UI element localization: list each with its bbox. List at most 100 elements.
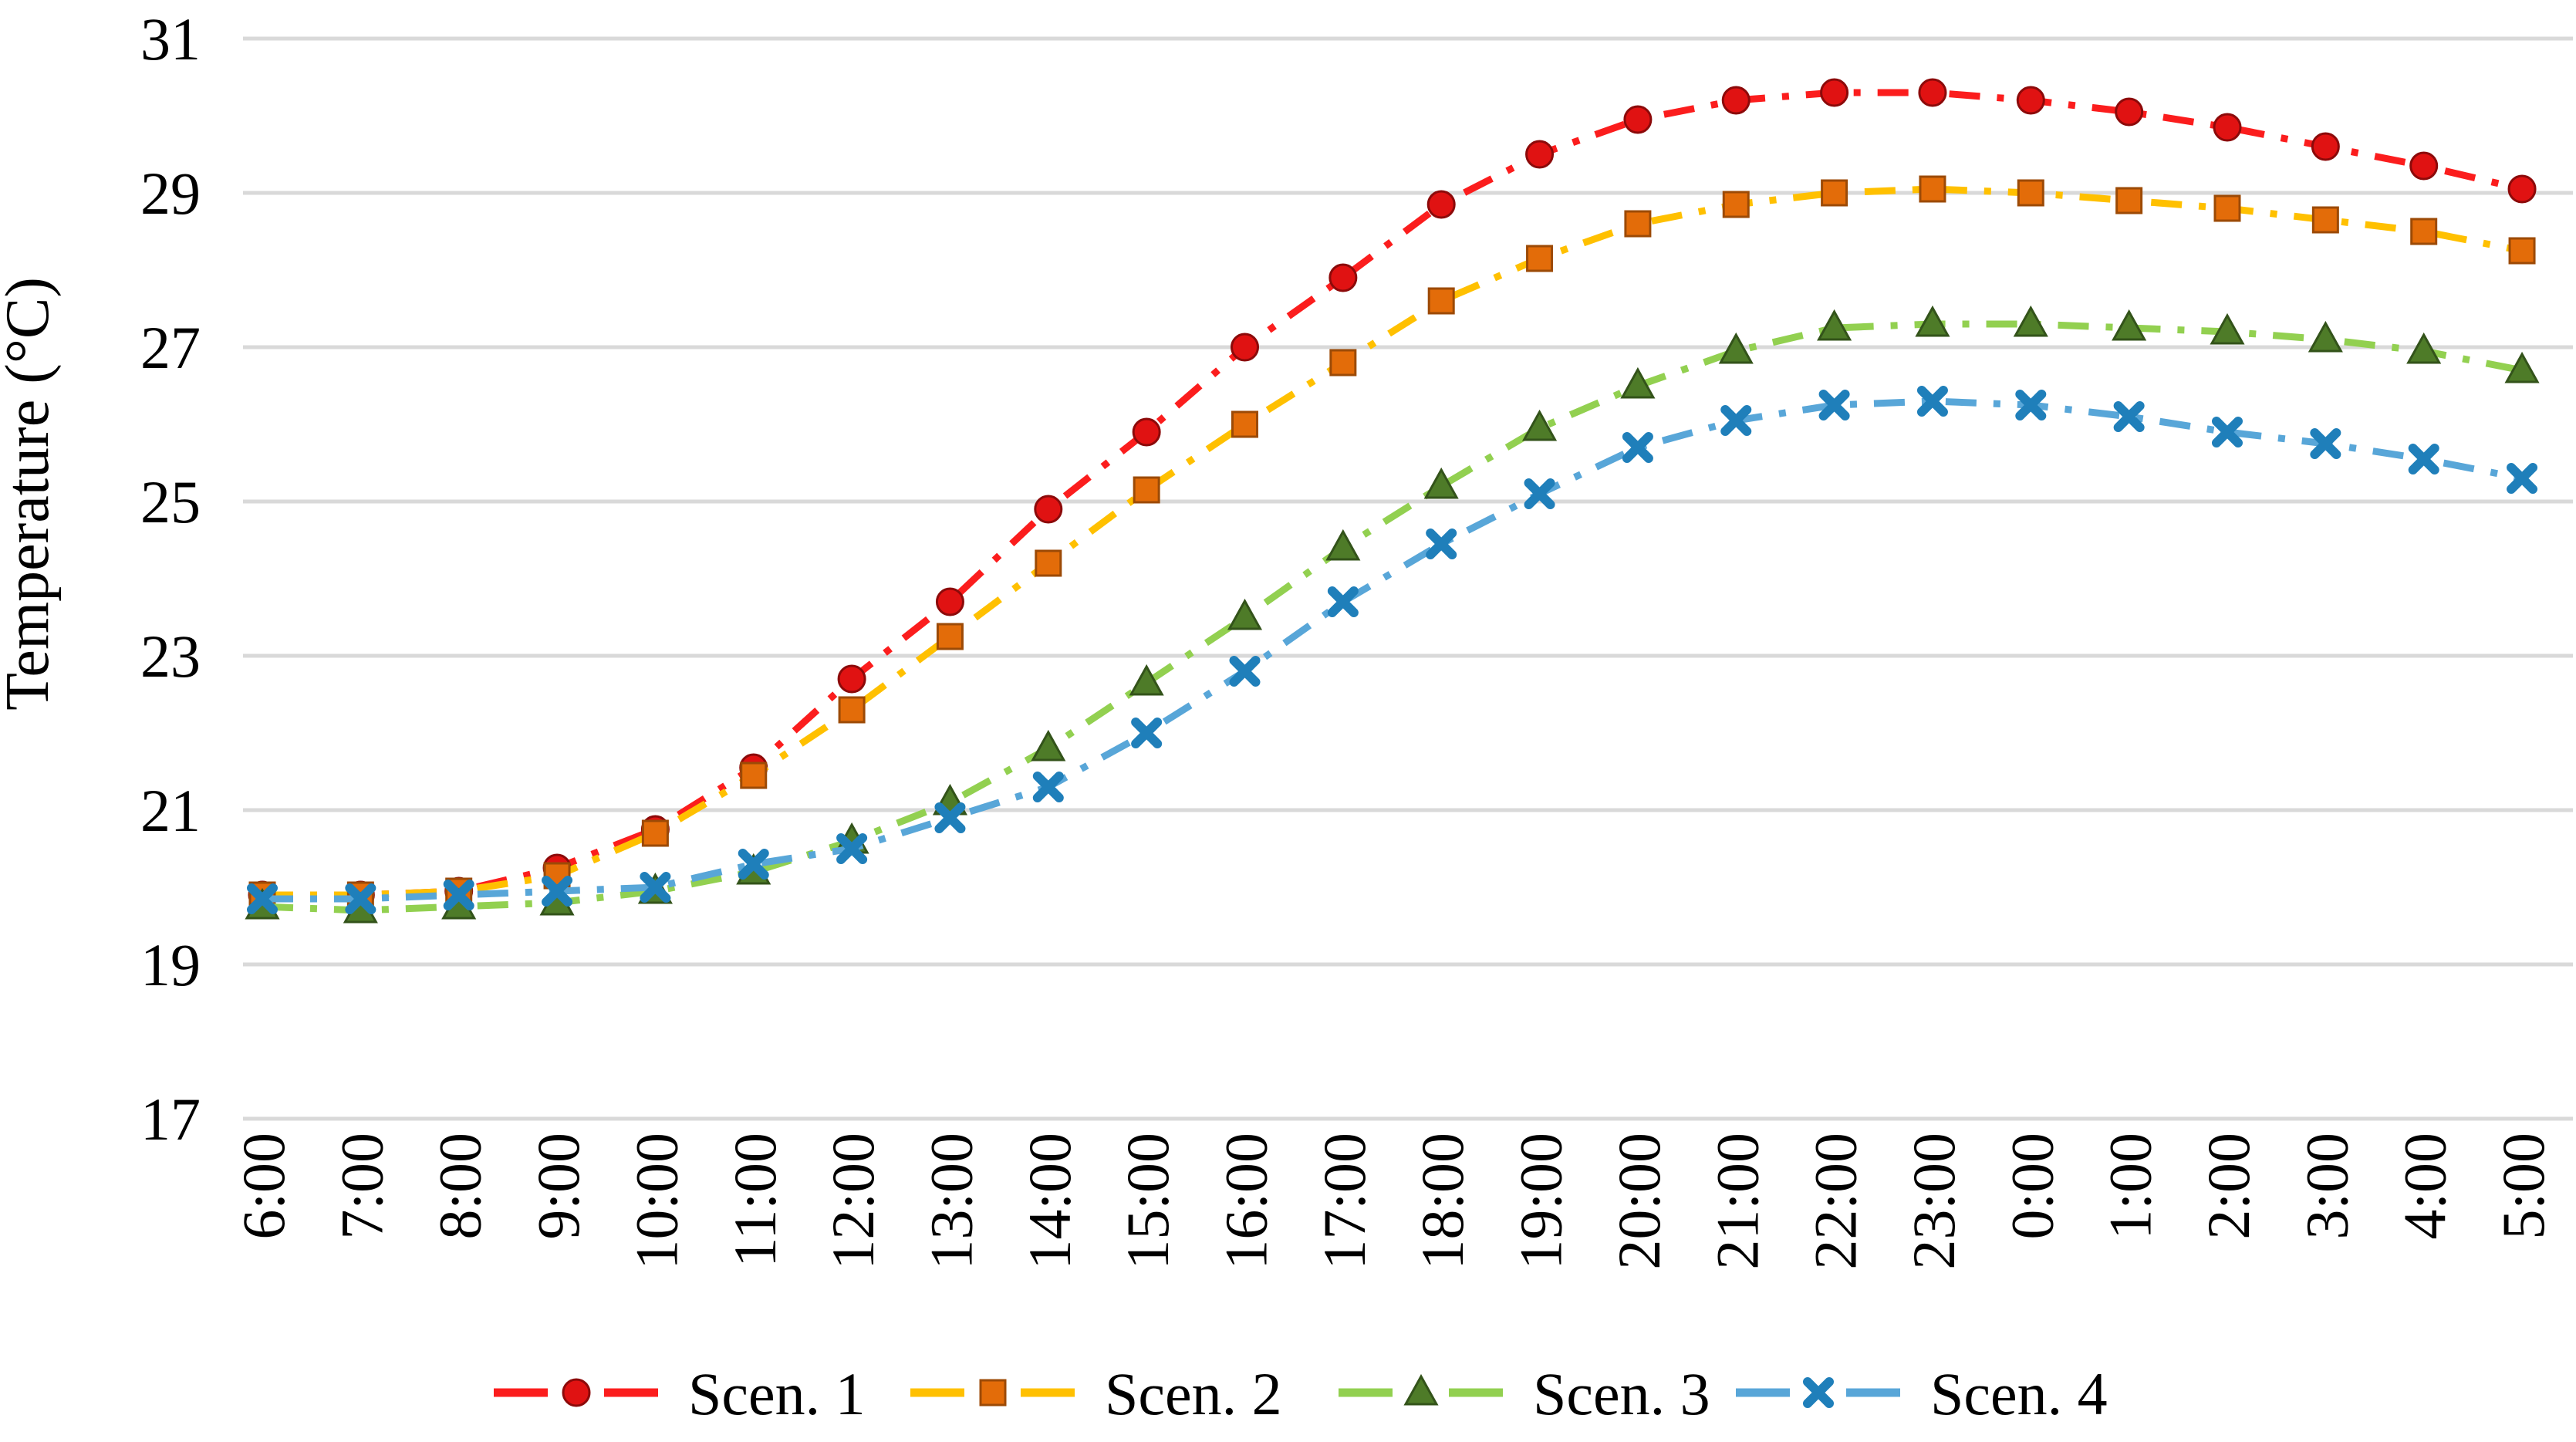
data-point-marker [640, 872, 671, 903]
data-point-marker [2213, 113, 2242, 142]
x-tick-label: 3:00 [2293, 1133, 2360, 1240]
data-point-marker [1427, 287, 1455, 315]
x-tick-label: 20:00 [1605, 1133, 1673, 1270]
data-point-marker [1918, 78, 1947, 107]
y-tick-label: 17 [140, 1086, 201, 1153]
y-tick-label: 29 [140, 160, 201, 227]
data-point-marker [1035, 549, 1062, 577]
data-point-marker [1034, 495, 1063, 524]
legend: Scen. 1 Scen. 2 Scen. 3 Scen. 4 [494, 1360, 2108, 1427]
data-point-marker [837, 664, 866, 694]
data-point-marker [2113, 401, 2145, 432]
legend-item-scen-3: Scen. 3 [1339, 1360, 1710, 1427]
data-point-marker [2212, 417, 2243, 447]
x-tick-label: 17:00 [1311, 1133, 1378, 1270]
data-point-marker [345, 883, 376, 914]
data-point-marker [2507, 463, 2538, 494]
data-point-marker [1132, 417, 1161, 447]
data-point-marker [1720, 405, 1752, 436]
data-point-marker [1131, 718, 1163, 748]
data-point-marker [1426, 190, 1456, 219]
data-point-marker [935, 587, 964, 616]
data-point-marker [2115, 187, 2143, 214]
data-point-marker [542, 876, 573, 907]
data-point-marker [1919, 175, 1946, 203]
y-tick-label: 21 [140, 777, 201, 844]
data-point-marker [1722, 191, 1750, 218]
data-point-marker [2408, 444, 2439, 474]
series-line [262, 185, 2523, 899]
y-tick-label: 23 [140, 623, 201, 690]
x-tick-label: 8:00 [427, 1133, 494, 1240]
data-point-marker [1426, 529, 1457, 559]
x-tick-label: 16:00 [1213, 1133, 1280, 1270]
data-point-marker [1721, 86, 1751, 115]
data-point-marker [1231, 410, 1258, 438]
data-point-marker [836, 833, 868, 864]
data-point-marker [1915, 305, 1950, 337]
data-point-marker [2308, 320, 2343, 353]
data-point-marker [1622, 432, 1653, 463]
x-tick-label: 15:00 [1114, 1133, 1181, 1270]
legend-marker-square-icon [979, 1379, 1007, 1407]
data-point-marker [2409, 151, 2439, 181]
data-point-marker [2016, 86, 2045, 115]
data-point-marker [936, 623, 964, 650]
y-axis-title: Temperature (°C) [0, 277, 62, 711]
x-tick-label: 19:00 [1507, 1133, 1575, 1270]
x-tick-label: 22:00 [1802, 1133, 1869, 1270]
legend-marker-triangle-icon [1403, 1373, 1439, 1406]
data-point-marker [1329, 263, 1358, 292]
series-line [262, 320, 2523, 914]
x-tick-label: 11:00 [721, 1133, 788, 1268]
x-tick-label: 21:00 [1703, 1133, 1771, 1270]
y-tick-label: 31 [140, 5, 201, 73]
x-tick-label: 7:00 [328, 1133, 395, 1240]
data-point-marker [1133, 476, 1160, 504]
data-point-marker [2112, 309, 2147, 341]
x-tick-label: 10:00 [623, 1133, 690, 1270]
x-tick-label: 0:00 [1998, 1133, 2065, 1240]
data-point-marker [2406, 332, 2442, 364]
data-point-marker [1031, 729, 1066, 762]
series-scen-4 [247, 386, 2538, 914]
data-point-marker [1818, 390, 1850, 420]
x-tick-label: 14:00 [1016, 1133, 1083, 1270]
data-point-marker [2311, 206, 2339, 234]
data-point-marker [2507, 174, 2537, 204]
x-tick-label: 2:00 [2195, 1133, 2262, 1240]
series-scen-3 [245, 305, 2540, 924]
legend-marker-circle-icon [562, 1378, 591, 1407]
data-point-marker [1916, 386, 1948, 417]
x-tick-label: 12:00 [819, 1133, 886, 1270]
data-point-marker [2311, 132, 2340, 161]
data-point-marker [1522, 409, 1558, 441]
legend-label: Scen. 4 [1930, 1360, 2108, 1427]
y-tick-label: 19 [140, 931, 201, 998]
data-point-marker [1526, 245, 1554, 272]
data-point-marker [2213, 194, 2241, 222]
data-point-marker [1329, 349, 1357, 377]
gridlines [243, 36, 2573, 1121]
legend-label: Scen. 1 [688, 1360, 866, 1427]
data-point-marker [1821, 179, 1848, 207]
data-point-marker [2410, 218, 2438, 245]
legend-label: Scen. 2 [1105, 1360, 1282, 1427]
data-point-marker [1624, 210, 1652, 238]
y-tick-label: 27 [140, 314, 201, 381]
x-tick-label: 1:00 [2097, 1133, 2164, 1240]
data-point-marker [2013, 305, 2048, 337]
data-point-marker [641, 819, 669, 847]
data-point-marker [2210, 312, 2245, 345]
x-tick-label: 5:00 [2490, 1133, 2557, 1240]
data-series [245, 78, 2540, 924]
x-tick-label: 23:00 [1900, 1133, 1967, 1270]
data-point-marker [1620, 366, 1656, 399]
x-tick-label: 4:00 [2392, 1133, 2459, 1240]
x-tick-label: 9:00 [525, 1133, 592, 1240]
data-point-marker [1820, 78, 1849, 107]
x-tick-label: 6:00 [230, 1133, 297, 1240]
data-point-marker [1231, 333, 1259, 362]
